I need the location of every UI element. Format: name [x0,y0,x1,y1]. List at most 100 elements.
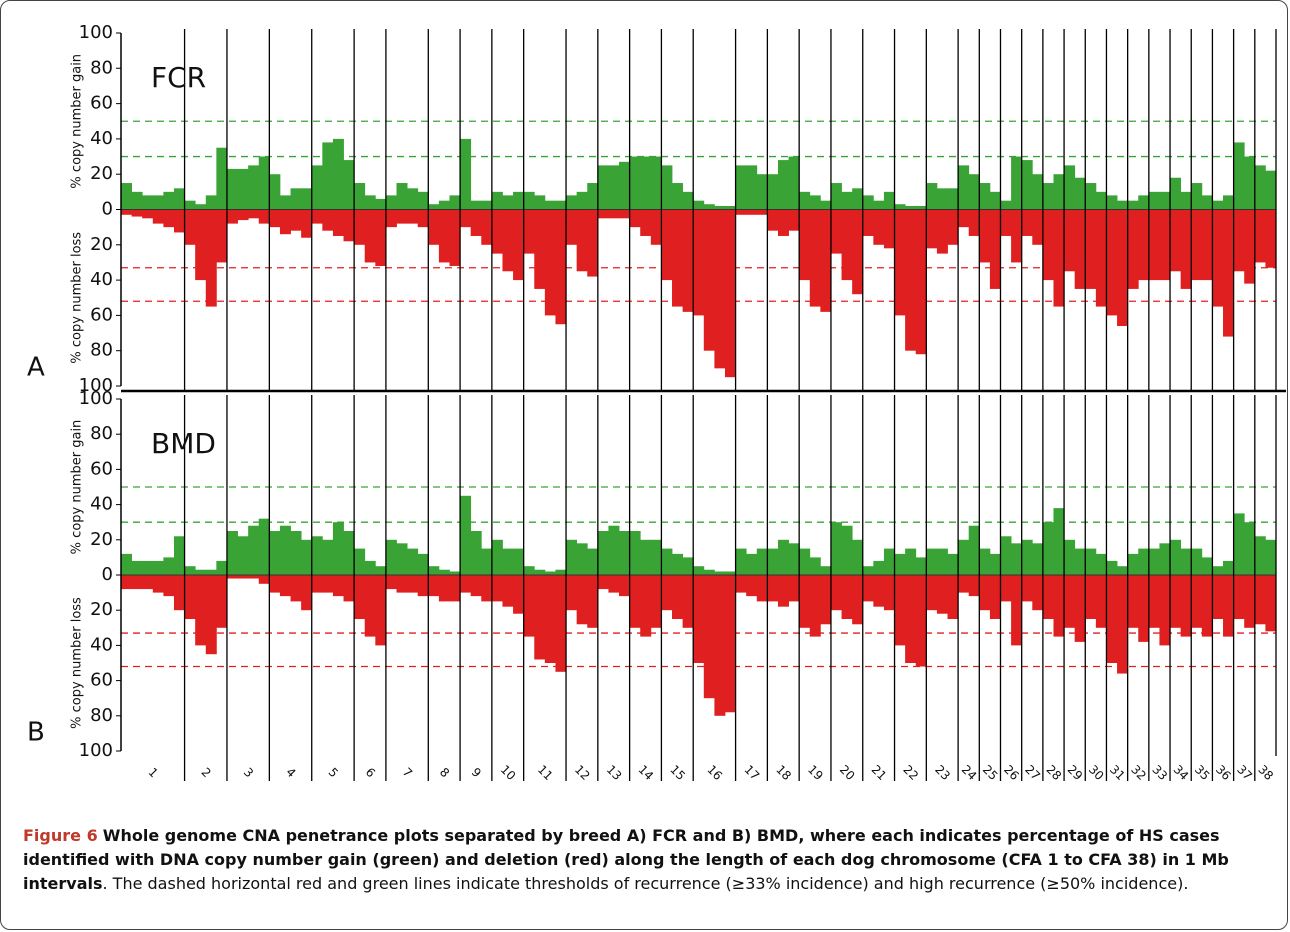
cna-bar [1180,209,1192,289]
cna-bar [226,168,238,210]
cna-bar [449,195,461,210]
x-tick-label: 31 [1107,762,1128,783]
cna-bar [1127,200,1139,210]
cna-bar [396,183,408,210]
x-tick-label: 12 [572,762,593,783]
cna-bar [195,209,207,281]
cna-bar [131,575,143,590]
cna-bar [1201,209,1213,281]
cna-bar [269,575,281,593]
cna-bar [332,575,344,597]
cna-bar [396,543,408,575]
cna-bar [672,575,684,619]
cna-bar [1233,142,1245,210]
cna-bar [322,142,334,210]
cna-bar [809,209,821,307]
x-tick-label: 37 [1234,762,1255,783]
cna-bar [1064,539,1076,575]
cna-bar [926,209,938,249]
cna-bar [1000,209,1012,236]
x-tick-label: 7 [400,765,415,780]
cna-bar [894,209,906,316]
cna-bar [968,575,980,597]
cna-bar [1170,209,1182,272]
cna-bar [799,548,811,575]
cna-bar [322,209,334,231]
x-tick-label: 3 [241,765,256,780]
cna-bar [852,209,864,295]
cna-bar [788,543,800,575]
cna-bar [142,195,154,210]
cna-bar [555,569,567,575]
cna-bar [1000,575,1012,602]
cna-bar [576,575,588,625]
cna-bar [513,575,525,614]
x-tick-label: 8 [437,765,452,780]
cna-bar [375,198,387,210]
cna-bar [1254,536,1266,575]
cna-bar [385,539,397,575]
cna-bar [407,188,419,210]
cna-bar [1032,575,1044,611]
cna-bar [1127,209,1139,289]
cna-bar [152,209,164,224]
x-tick-label: 30 [1086,762,1107,783]
cna-bar [491,191,503,210]
cna-bar [1053,209,1065,307]
cna-bar [534,195,546,210]
cna-bar [481,209,493,245]
cna-bar [385,575,397,590]
cna-bar [597,165,609,210]
cna-bar [809,195,821,210]
cna-bar [936,575,948,614]
cna-bar [661,575,673,611]
cna-bar [279,195,291,210]
cna-bar [1011,209,1023,263]
cna-bar [544,200,556,210]
cna-bar [290,188,302,210]
cna-bar [152,575,164,593]
cna-bar [163,191,175,210]
cna-bar [788,209,800,231]
cna-bar [799,191,811,210]
cna-bar [502,209,514,272]
cna-bar [852,539,864,575]
cna-bar [1265,209,1277,268]
cna-bar [1053,174,1065,210]
x-tick-label: 32 [1128,762,1149,783]
cna-bar [852,575,864,625]
cna-bar [1074,575,1086,642]
cna-bar [142,575,154,590]
cna-bar [1138,575,1150,642]
cna-bar [767,575,779,602]
cna-bar [375,575,387,646]
cna-bar [1244,156,1256,210]
cna-bar [883,575,895,611]
cna-bar [809,557,821,575]
cna-bar [862,195,874,210]
cna-bar [417,575,429,597]
cna-bar [237,209,249,221]
cna-bar [756,575,768,602]
panel-title: FCR [151,61,206,94]
cna-bar [682,575,694,628]
cna-bar [290,209,302,231]
cna-bar [905,209,917,351]
cna-bar [258,575,270,584]
cna-bar [926,548,938,575]
cna-bar [830,575,842,611]
cna-bar [1021,575,1033,602]
cna-bar [1244,522,1256,575]
cna-bar [777,575,789,607]
cna-bar [1212,566,1224,575]
cna-bar [767,548,779,575]
cna-bar [513,209,525,281]
cna-bar [820,575,832,625]
cna-bar [1159,575,1171,646]
cna-bar [788,156,800,210]
cna-bar [173,536,185,575]
y-tick-label: 100 [79,388,113,409]
cna-bar [152,560,164,575]
cna-bar [650,539,662,575]
cna-bar [173,209,185,233]
